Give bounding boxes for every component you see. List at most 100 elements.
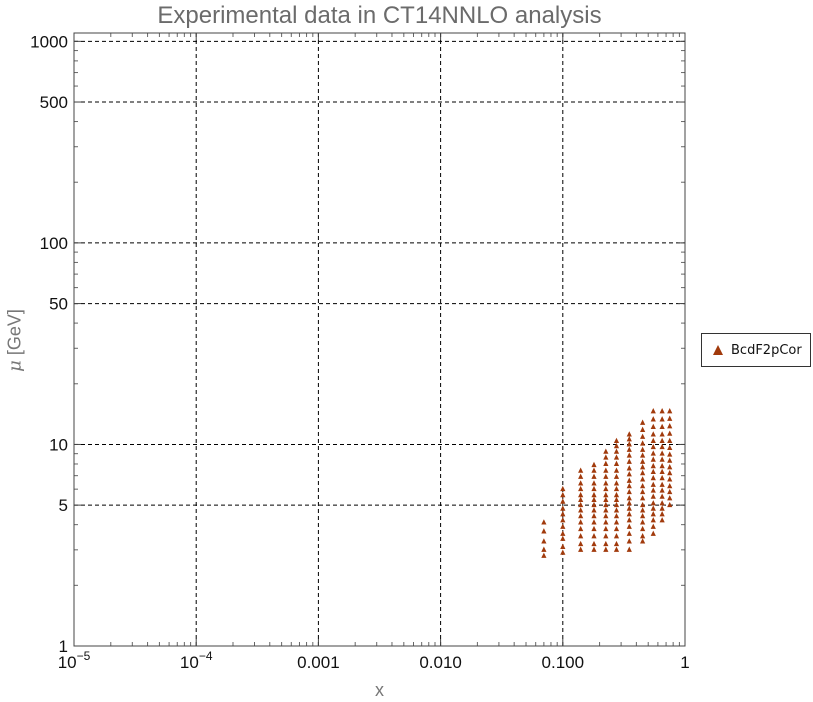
- data-point-triangle: [541, 552, 547, 558]
- data-point-triangle: [640, 495, 646, 501]
- data-point-triangle: [626, 452, 632, 458]
- data-point-triangle: [560, 485, 566, 492]
- data-point-triangle: [591, 540, 597, 547]
- data-point-triangle: [650, 511, 656, 517]
- data-point-triangle: [626, 446, 632, 452]
- data-point-triangle: [667, 469, 673, 476]
- y-tick-label: 500: [40, 93, 68, 112]
- data-point-triangle: [560, 530, 566, 536]
- data-point-triangle: [603, 496, 609, 503]
- data-point-triangle: [613, 473, 620, 479]
- data-point-triangle: [640, 476, 646, 482]
- data-point-triangle: [640, 433, 646, 439]
- data-point-triangle: [626, 495, 632, 501]
- data-point-triangle: [626, 546, 632, 552]
- data-point-triangle: [613, 513, 620, 519]
- y-axis-label: μ [GeV]: [5, 296, 26, 386]
- data-point-triangle: [613, 442, 620, 449]
- data-point-triangle: [659, 450, 665, 456]
- data-point-triangle: [626, 441, 632, 447]
- data-point-triangle: [640, 519, 646, 525]
- data-point-triangle: [667, 408, 673, 414]
- data-point-triangle: [603, 540, 609, 547]
- data-point-triangle: [603, 448, 609, 454]
- data-point-triangle: [640, 501, 646, 508]
- data-point-triangle: [659, 408, 665, 414]
- data-point-triangle: [667, 457, 673, 463]
- y-tick-label: 1000: [30, 32, 68, 51]
- x-tick-label: 10−4: [180, 649, 213, 672]
- data-point-triangle: [626, 482, 632, 489]
- data-point-triangle: [650, 500, 656, 506]
- data-point-triangle: [591, 467, 597, 473]
- data-point-triangle: [650, 443, 656, 450]
- y-tick-label: 1: [59, 637, 68, 656]
- data-point-triangle: [591, 501, 597, 508]
- data-point-triangle: [613, 533, 620, 539]
- data-point-triangle: [626, 431, 632, 437]
- data-point-triangle: [650, 462, 656, 469]
- legend: BcdF2pCor: [701, 333, 811, 367]
- legend-triangle-icon: [713, 345, 723, 355]
- data-point-triangle: [603, 507, 609, 513]
- data-point-triangle: [613, 507, 620, 513]
- x-tick-label: 0.001: [297, 653, 340, 672]
- data-point-triangle: [613, 467, 620, 473]
- data-point-triangle: [667, 476, 673, 482]
- data-point-triangle: [667, 430, 673, 436]
- data-point-triangle: [640, 513, 646, 519]
- data-point-triangle: [650, 408, 656, 414]
- data-point-triangle: [613, 485, 620, 492]
- data-point-triangle: [603, 501, 609, 508]
- data-point-triangle: [560, 517, 566, 523]
- data-point-triangle: [591, 485, 597, 492]
- data-point-triangle: [578, 491, 584, 498]
- data-point-triangle: [560, 523, 566, 529]
- data-point-triangle: [560, 535, 566, 541]
- data-point-triangle: [603, 485, 609, 492]
- data-point-triangle: [613, 448, 620, 454]
- data-point-triangle: [578, 496, 584, 503]
- x-tick-label: 0.100: [542, 653, 585, 672]
- data-point-triangle: [659, 474, 665, 481]
- data-point-triangle: [667, 464, 673, 470]
- y-tick-label: 50: [49, 295, 68, 314]
- data-point-triangle: [659, 468, 665, 474]
- data-point-triangle: [603, 480, 609, 486]
- data-point-triangle: [578, 480, 584, 486]
- data-point-triangle: [626, 530, 632, 536]
- y-axis-ticks: 1 5 10 50 100 500 1000: [30, 32, 685, 656]
- data-point-triangle: [640, 440, 646, 446]
- data-point-triangle: [613, 460, 620, 466]
- data-point-triangle: [640, 525, 646, 532]
- data-point-triangle: [640, 469, 646, 476]
- data-point-triangle: [560, 549, 566, 555]
- data-point-triangle: [560, 491, 566, 498]
- data-point-triangle: [591, 519, 597, 525]
- data-point-triangle: [578, 540, 584, 547]
- data-point-triangle: [650, 505, 656, 511]
- data-point-triangle: [640, 538, 646, 544]
- data-point-triangle: [591, 496, 597, 503]
- x-axis-ticks: 10−5 10−4 0.001 0.010 0.100 1: [58, 33, 690, 672]
- data-point-triangle: [541, 519, 547, 525]
- data-point-triangle: [613, 540, 620, 547]
- data-point-triangle: [667, 501, 673, 508]
- data-point-triangle: [560, 505, 566, 511]
- data-point-triangle: [603, 467, 609, 473]
- data-point-triangle: [591, 491, 597, 498]
- data-point-triangle: [591, 473, 597, 479]
- plot-frame: [73, 32, 686, 647]
- x-axis-label: x: [375, 680, 384, 700]
- data-point-triangle: [603, 454, 609, 460]
- data-point-triangle: [591, 507, 597, 513]
- data-point-triangle: [578, 485, 584, 492]
- data-point-triangle: [667, 415, 673, 421]
- data-point-triangle: [613, 501, 620, 508]
- data-point-triangle: [626, 523, 632, 529]
- data-point-triangle: [650, 437, 656, 444]
- data-point-triangle: [603, 513, 609, 519]
- data-point-triangle: [603, 533, 609, 539]
- data-point-triangle: [640, 446, 646, 452]
